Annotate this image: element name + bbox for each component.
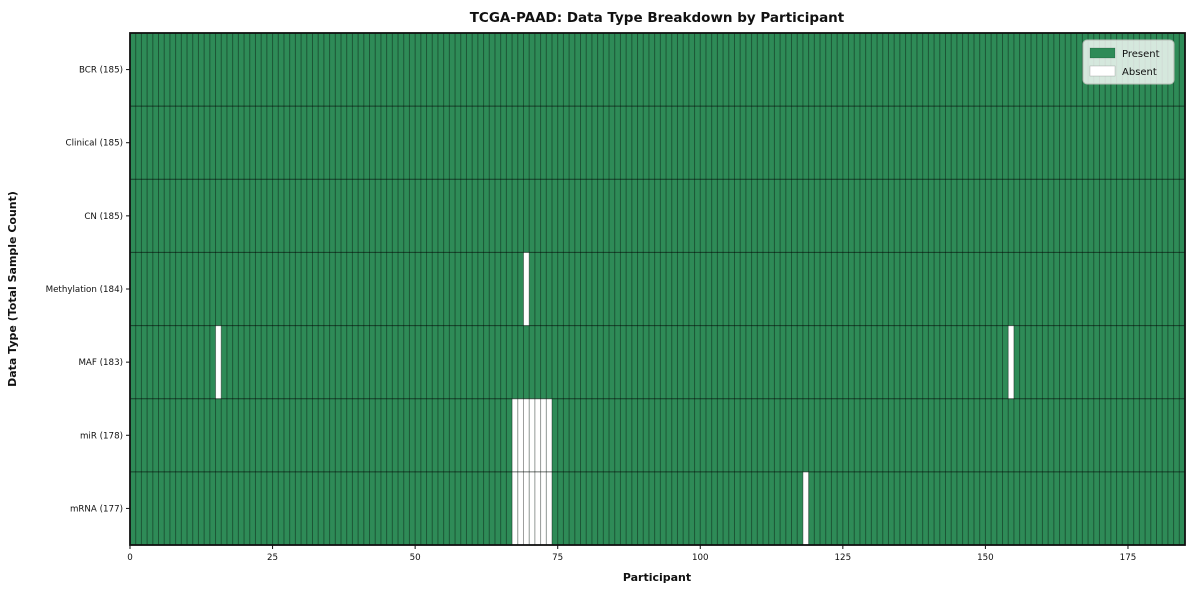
absent-cell-miR-70 bbox=[529, 398, 535, 472]
y-tick-label-mRNA: mRNA (177) bbox=[70, 504, 123, 514]
absent-cell-Methylation-69 bbox=[523, 252, 530, 326]
y-tick-label-MAF: MAF (183) bbox=[78, 358, 123, 368]
absent-cell-mRNA-72 bbox=[540, 471, 547, 545]
x-axis-label: Participant bbox=[623, 571, 691, 584]
legend-label-absent: Absent bbox=[1122, 67, 1157, 78]
absent-cell-mRNA-118 bbox=[802, 471, 809, 545]
legend-label-present: Present bbox=[1122, 49, 1160, 60]
absent-cell-mRNA-69 bbox=[523, 471, 530, 545]
absent-cell-mRNA-70 bbox=[529, 471, 535, 545]
x-axis: 0 25 50 75 100 125 150 175 bbox=[127, 545, 1136, 563]
absent-cell-MAF-154 bbox=[1008, 325, 1014, 399]
y-tick-label-BCR: BCR (185) bbox=[79, 66, 123, 76]
legend-swatch-absent bbox=[1089, 65, 1116, 77]
absent-cell-mRNA-68 bbox=[517, 471, 524, 545]
x-tick-label-75: 75 bbox=[552, 553, 563, 563]
chart-title: TCGA-PAAD: Data Type Breakdown by Partic… bbox=[470, 10, 845, 26]
x-tick-label-100: 100 bbox=[692, 553, 709, 563]
absent-cell-mRNA-73 bbox=[546, 471, 552, 545]
absent-cell-miR-69 bbox=[523, 398, 530, 472]
x-tick-label-125: 125 bbox=[835, 553, 852, 563]
present-field bbox=[130, 33, 1185, 545]
y-tick-label-Methylation: Methylation (184) bbox=[46, 285, 123, 295]
x-tick-label-0: 0 bbox=[127, 553, 133, 563]
absent-cell-mRNA-71 bbox=[534, 471, 541, 545]
x-tick-label-150: 150 bbox=[977, 553, 994, 563]
x-tick-label-50: 50 bbox=[410, 553, 421, 563]
absent-cell-miR-67 bbox=[512, 398, 518, 472]
y-axis: BCR (185) Clinical (185) CN (185) Methylati… bbox=[46, 66, 130, 514]
absent-cell-MAF-15 bbox=[215, 325, 222, 399]
legend-swatch-present bbox=[1089, 47, 1116, 59]
x-tick-label-25: 25 bbox=[267, 553, 278, 563]
absent-cell-miR-68 bbox=[517, 398, 524, 472]
absent-cell-mRNA-67 bbox=[512, 471, 518, 545]
bars-layer bbox=[130, 33, 1185, 545]
absent-cell-miR-72 bbox=[540, 398, 547, 472]
legend: Present Absent bbox=[1082, 39, 1175, 85]
absent-cell-miR-71 bbox=[534, 398, 541, 472]
x-tick-label-175: 175 bbox=[1120, 553, 1137, 563]
bar-edges-layer bbox=[129, 33, 1186, 545]
absent-cell-miR-73 bbox=[546, 398, 552, 472]
y-axis-label: Data Type (Total Sample Count) bbox=[6, 191, 19, 387]
y-tick-label-miR: miR (178) bbox=[80, 431, 123, 441]
y-tick-label-Clinical: Clinical (185) bbox=[66, 139, 123, 149]
y-tick-label-CN: CN (185) bbox=[84, 212, 123, 222]
